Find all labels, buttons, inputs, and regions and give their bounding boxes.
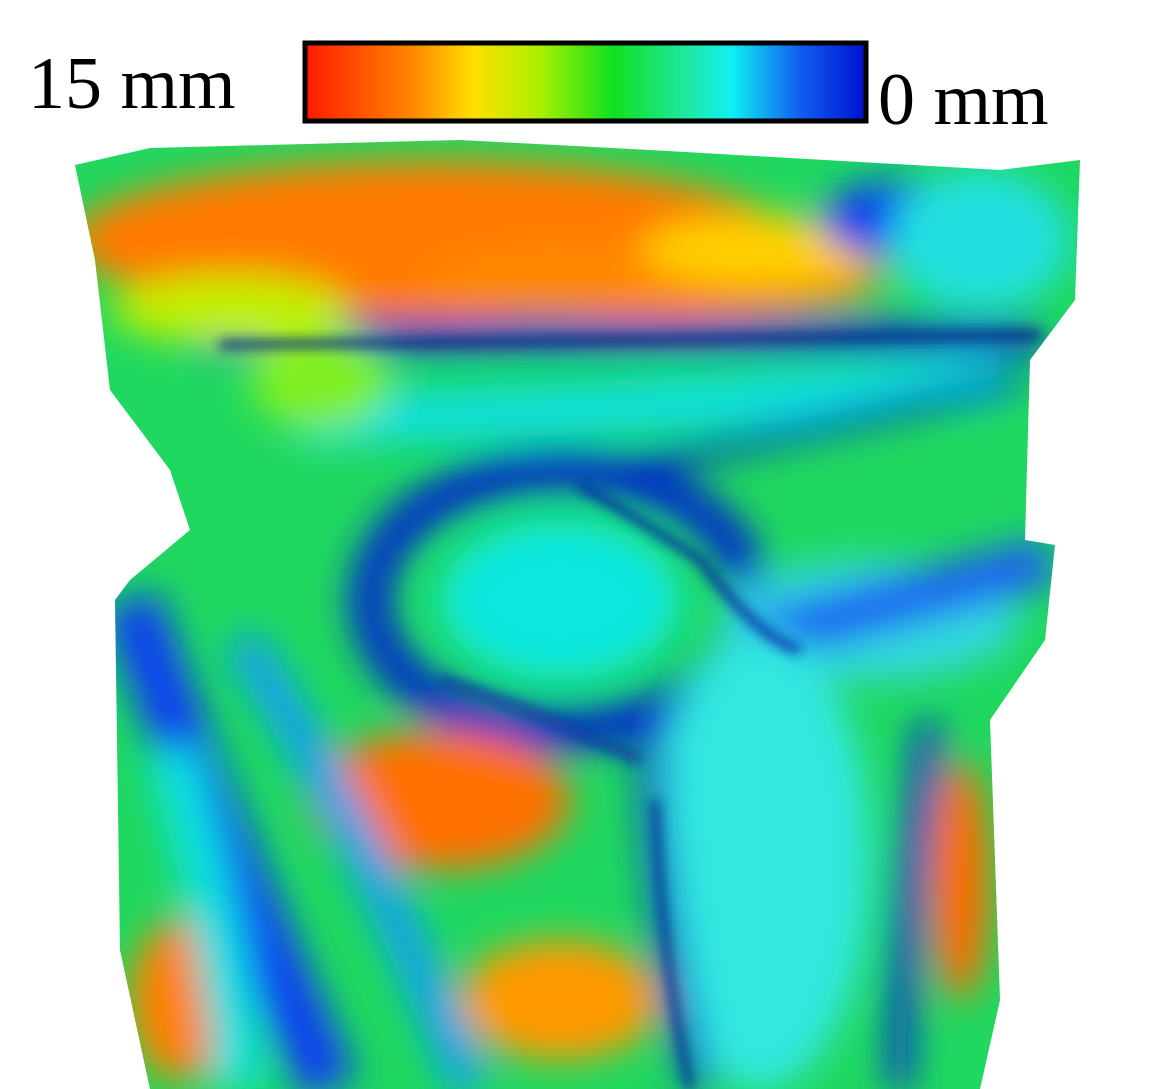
colorbar-right-label: 0 mm <box>878 59 1049 141</box>
page: 15 mm 0 mm <box>0 0 1152 1089</box>
colorbar-left-label: 15 mm <box>28 43 236 125</box>
distance-surface <box>60 130 1100 1089</box>
colorbar <box>305 43 866 121</box>
figure: 15 mm 0 mm <box>0 0 1152 1089</box>
